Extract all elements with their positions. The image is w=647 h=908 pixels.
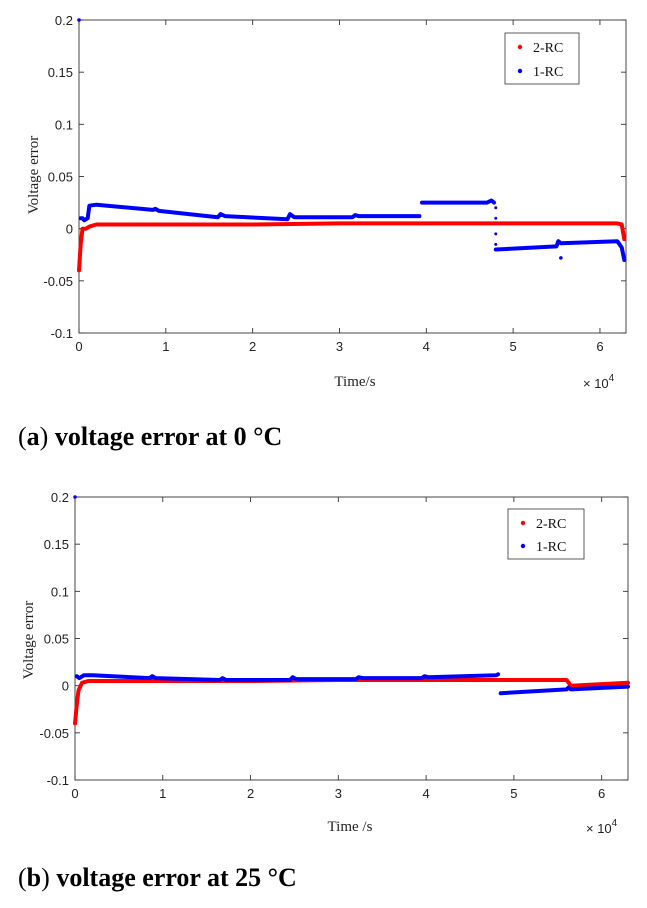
chart-a-point-1-rc [494, 232, 498, 236]
chart-a-legend: 2-RC 1-RC [504, 32, 580, 85]
chart-b-xtick-label: 5 [510, 786, 517, 801]
chart-a-ylabel: Voltage error [26, 136, 42, 214]
chart-a: 0 1 2 3 4 5 6 -0.1 -0.05 0 0.05 0.1 0.15 0.2 Time/s V… [26, 13, 627, 391]
caption-a: (a) voltage error at 0 °C [18, 422, 283, 451]
chart-b-ylabel: Voltage error [21, 601, 37, 679]
chart-a-point-2-rc [79, 242, 83, 247]
chart-a-point-1-rc [82, 218, 86, 223]
caption-a-text: voltage error at 0 °C [54, 422, 283, 451]
chart-a-ytick-label: 0.1 [55, 117, 73, 132]
chart-a-point-1-rc [494, 216, 498, 220]
chart-b-legend-marker-2rc [520, 520, 526, 526]
chart-b-legend-2rc: 2-RC [536, 517, 566, 532]
chart-a-xtick-label: 2 [249, 339, 256, 354]
chart-b-legend-box [507, 508, 585, 560]
chart-a-series-2-rc [77, 221, 627, 273]
chart-b-ytick-label: 0.2 [51, 490, 69, 505]
chart-a-point-2-rc [77, 268, 81, 273]
chart-b-point-1-rc [77, 676, 82, 680]
chart-a-point-1-rc [494, 206, 498, 210]
chart-b-xtick-label: 4 [422, 786, 429, 801]
chart-b-point-2-rc [73, 721, 77, 726]
chart-a-x-multiplier: × 104 [583, 373, 615, 391]
chart-a-point-1-rc [559, 256, 563, 260]
chart-a-xtick-label: 1 [162, 339, 169, 354]
chart-b-ytick-label: 0.15 [44, 537, 69, 552]
chart-b-series-1-rc [73, 495, 630, 696]
chart-b-xtick-label: 1 [159, 786, 166, 801]
chart-b-legend: 2-RC 1-RC [507, 508, 585, 560]
chart-a-legend-2rc: 2-RC [533, 41, 563, 56]
chart-a-xtick-label: 5 [510, 339, 517, 354]
chart-a-xlabel: Time/s [334, 374, 375, 390]
chart-a-legend-1rc: 1-RC [533, 65, 563, 80]
chart-a-point-1-rc [77, 18, 81, 22]
chart-b-x-multiplier: × 104 [586, 818, 618, 836]
chart-a-point-2-rc [80, 226, 85, 231]
caption-a-letter: a [26, 422, 40, 451]
chart-b-xtick-label: 3 [335, 786, 342, 801]
chart-b-point-1-rc [75, 674, 79, 678]
chart-b-line-1-rc [498, 684, 630, 696]
chart-b-point-1-rc [82, 673, 86, 677]
chart-a-ytick-label: 0.2 [55, 13, 73, 28]
chart-b-xtick-label: 6 [598, 786, 605, 801]
chart-b-xtick-label: 2 [247, 786, 254, 801]
caption-b-letter: b [26, 863, 42, 892]
chart-a-legend-marker-2rc [517, 44, 523, 50]
chart-a-line-1-rc [78, 202, 422, 223]
chart-a-legend-marker-1rc [517, 68, 523, 74]
chart-b-series-2-rc [73, 678, 630, 726]
chart-b-point-1-rc [73, 495, 77, 499]
chart-a-line-1-rc [493, 239, 627, 262]
chart-a-legend-box [504, 32, 580, 85]
chart-a-point-1-rc [494, 242, 498, 246]
chart-a-line-1-rc [420, 198, 496, 205]
chart-b-line-2-rc [73, 678, 630, 726]
caption-b-text: voltage error at 25 °C [56, 863, 297, 892]
chart-b-legend-1rc: 1-RC [536, 540, 566, 555]
chart-a-plot-area: 0 1 2 3 4 5 6 -0.1 -0.05 0 0.05 0.1 0.15 0.2 [43, 13, 627, 354]
chart-b-xtick-label: 0 [71, 786, 78, 801]
chart-b-xlabel: Time /s [328, 819, 373, 835]
chart-a-ytick-label: 0 [66, 222, 73, 237]
chart-b-ytick-label: -0.05 [39, 726, 69, 741]
chart-a-xtick-label: 3 [336, 339, 343, 354]
chart-b-legend-marker-1rc [520, 543, 526, 549]
chart-b-plot-area: 0 1 2 3 4 5 6 -0.1 -0.05 0 0.05 0.1 0.15 0.2 [39, 490, 630, 801]
chart-b-ytick-label: 0.05 [44, 632, 69, 647]
chart-a-ytick-label: -0.1 [51, 326, 73, 341]
chart-b-ytick-label: 0 [62, 679, 69, 694]
chart-a-xtick-label: 0 [75, 339, 82, 354]
chart-a-series-1-rc [77, 18, 627, 262]
chart-b-ytick-label: 0.1 [51, 584, 69, 599]
chart-b-line-1-rc [74, 672, 501, 682]
chart-a-ytick-label: 0.15 [48, 65, 73, 80]
chart-b-point-2-rc [76, 688, 81, 693]
chart-b-point-2-rc [75, 702, 79, 707]
chart-a-ytick-label: 0.05 [48, 170, 73, 185]
chart-a-ytick-label: -0.05 [43, 274, 73, 289]
chart-a-xtick-label: 4 [423, 339, 430, 354]
chart-a-xtick-label: 6 [596, 339, 603, 354]
caption-b: (b) voltage error at 25 °C [18, 863, 297, 892]
chart-b-ytick-label: -0.1 [47, 773, 69, 788]
